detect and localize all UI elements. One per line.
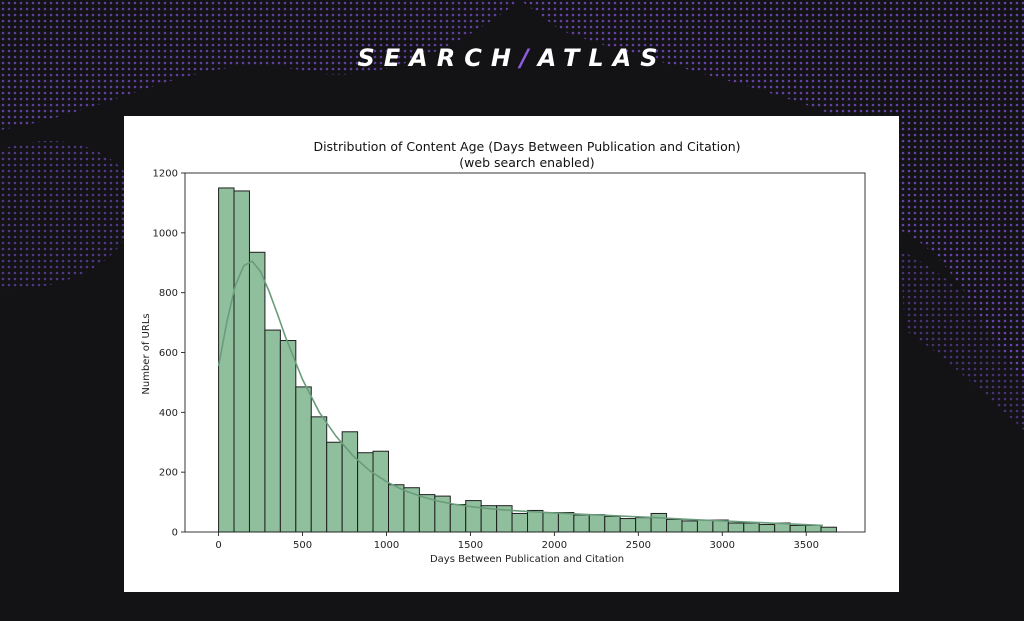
- histogram-bar: [805, 524, 822, 533]
- histogram-bar: [295, 386, 312, 533]
- histogram-bar: [681, 520, 698, 533]
- histogram-bar: [696, 519, 714, 533]
- search-atlas-logo: SEARCH/ATLAS: [0, 44, 1024, 72]
- histogram-bar: [233, 190, 250, 533]
- histogram-bar: [387, 484, 405, 533]
- histogram-bar: [727, 522, 745, 533]
- histogram-bar: [372, 450, 389, 533]
- histogram-chart: Distribution of Content Age (Days Betwee…: [141, 139, 866, 565]
- y-axis-label: Number of URLs: [141, 313, 152, 394]
- y-tick-label: 0: [172, 528, 178, 539]
- x-tick-label: 3000: [710, 540, 735, 551]
- chart-title: Distribution of Content Age (Days Betwee…: [313, 139, 740, 154]
- histogram-bar: [248, 251, 266, 533]
- histogram-bar: [527, 509, 544, 533]
- x-tick-label: 0: [215, 540, 221, 551]
- x-tick-label: 1500: [458, 540, 483, 551]
- x-tick-label: 500: [293, 540, 312, 551]
- histogram-bar: [789, 524, 807, 533]
- histogram-bar: [465, 500, 482, 533]
- x-tick-label: 2500: [626, 540, 651, 551]
- chart-card: Distribution of Content Age (Days Betwee…: [124, 116, 899, 592]
- x-tick-label: 3500: [794, 540, 819, 551]
- histogram-bar: [650, 512, 668, 533]
- histogram-bar: [310, 416, 328, 533]
- histogram-bar: [604, 515, 621, 533]
- y-tick-label: 800: [159, 288, 178, 299]
- histogram-bar: [542, 512, 559, 533]
- histogram-bar: [326, 441, 343, 533]
- histogram-bar: [279, 340, 297, 533]
- plot-area: 0 500 1000 1500 2000 2500 3000 3500 0 200 400 600 80…: [153, 169, 866, 551]
- y-tick-label: 1200: [153, 169, 178, 180]
- logo-slash: /: [519, 44, 538, 72]
- histogram-bar: [357, 452, 374, 533]
- histogram-bar: [511, 512, 529, 533]
- logo-text-atlas: ATLAS: [537, 44, 667, 72]
- kde-line: [217, 260, 824, 527]
- y-tick-label: 400: [159, 408, 178, 419]
- y-tick-label: 1000: [153, 228, 178, 239]
- y-tick-label: 600: [159, 348, 178, 359]
- histogram-bar: [557, 512, 575, 533]
- histogram-bar: [264, 329, 281, 533]
- logo-text-search: SEARCH: [357, 44, 520, 72]
- histogram-bar: [573, 514, 590, 533]
- histogram-bar: [218, 187, 235, 533]
- histogram-bar: [820, 526, 837, 533]
- histogram-bar: [449, 503, 467, 533]
- histogram-bar: [588, 514, 606, 533]
- x-tick-label: 2000: [542, 540, 567, 551]
- histogram-bar: [666, 518, 683, 533]
- histogram-bar: [619, 518, 637, 533]
- histogram-bar: [743, 522, 760, 533]
- y-tick-label: 200: [159, 468, 178, 479]
- histogram-bar: [758, 524, 776, 533]
- chart-subtitle: (web search enabled): [459, 155, 594, 170]
- x-tick-label: 1000: [374, 540, 399, 551]
- histogram-bar: [635, 517, 652, 533]
- x-axis-label: Days Between Publication and Citation: [430, 554, 624, 565]
